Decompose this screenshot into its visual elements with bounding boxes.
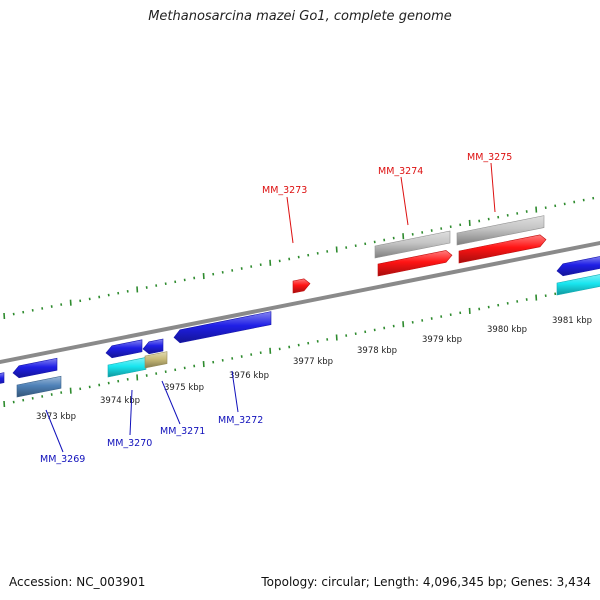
- reverse-gene-callout: [45, 409, 64, 453]
- reverse-gene-callout: [129, 389, 133, 436]
- scale-label: 3978 kbp: [357, 346, 397, 356]
- gene-feature-blue: [142, 338, 164, 355]
- gene-feature-gray: [374, 230, 451, 259]
- gene-feature-blue: [173, 311, 272, 344]
- genome-summary-text: Topology: circular; Length: 4,096,345 bp…: [261, 575, 591, 589]
- forward-gene-callout: [286, 196, 294, 244]
- forward-gene-label: MM_3273: [262, 185, 307, 196]
- gene-feature-steel: [16, 375, 62, 398]
- scale-label: 3977 kbp: [293, 357, 333, 367]
- map-title: Methanosarcina mazei Go1, complete genom…: [148, 9, 452, 24]
- gene-feature-red: [377, 250, 453, 277]
- forward-gene-label: MM_3274: [378, 166, 423, 177]
- gene-feature-red: [458, 234, 547, 264]
- reverse-gene-callout: [231, 370, 239, 413]
- gene-feature-red: [292, 278, 311, 294]
- scale-label: 3973 kbp: [36, 412, 76, 422]
- accession-text: Accession: NC_003901: [9, 575, 146, 589]
- scale-label: 3979 kbp: [422, 335, 462, 345]
- gene-feature-blue: [105, 339, 143, 359]
- gene-feature-cyan: [107, 357, 147, 378]
- reverse-gene-callout: [161, 380, 181, 425]
- reverse-tick-row: [3, 284, 595, 408]
- forward-gene-label: MM_3275: [467, 152, 512, 163]
- reverse-gene-label: MM_3272: [218, 415, 263, 426]
- scale-label: 3974 kbp: [100, 396, 140, 406]
- gene-feature-gray: [456, 215, 545, 246]
- gene-feature-blue: [12, 357, 58, 379]
- scale-label: 3976 kbp: [229, 371, 269, 381]
- gene-feature-blue: [556, 256, 600, 277]
- forward-tick-row: [3, 196, 595, 320]
- scale-label: 3980 kbp: [487, 325, 527, 335]
- reverse-gene-label: MM_3270: [107, 438, 152, 449]
- forward-gene-callout: [490, 162, 496, 213]
- gene-feature-blue: [0, 372, 5, 384]
- scale-label: 3975 kbp: [164, 383, 204, 393]
- reverse-gene-label: MM_3271: [160, 426, 205, 437]
- scale-label: 3981 kbp: [552, 316, 592, 326]
- reverse-gene-label: MM_3269: [40, 454, 85, 465]
- gene-feature-khaki: [144, 351, 168, 369]
- genome-backbone: [0, 240, 600, 365]
- forward-gene-callout: [400, 176, 409, 226]
- gene-feature-cyan: [556, 274, 600, 296]
